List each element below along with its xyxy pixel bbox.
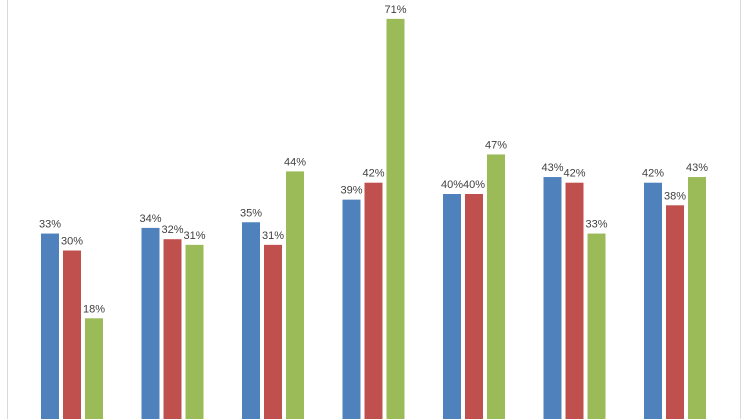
data-label-s1-g2: 34%	[139, 213, 161, 225]
bar-s2-g3	[264, 244, 282, 419]
bar-s3-g3	[286, 171, 304, 419]
data-label-s1-g6: 43%	[541, 162, 563, 174]
bar-s2-g5	[465, 194, 483, 419]
data-label-s2-g3: 31%	[262, 230, 284, 242]
data-label-s2-g6: 42%	[563, 168, 585, 180]
data-label-s1-g1: 33%	[39, 219, 61, 231]
data-label-s2-g2: 32%	[161, 224, 183, 236]
data-label-s3-g1: 18%	[83, 303, 105, 315]
data-label-s1-g5: 40%	[441, 179, 463, 191]
data-label-s1-g4: 39%	[340, 185, 362, 197]
data-label-s1-g3: 35%	[240, 207, 262, 219]
bar-s1-g4	[342, 199, 361, 419]
chart-right-border	[740, 0, 741, 419]
bar-s2-g6	[565, 182, 584, 419]
bar-s2-g1	[63, 250, 81, 419]
bar-s2-g2	[163, 239, 182, 419]
bar-s1-g5	[443, 194, 461, 419]
data-label-s1-g7: 42%	[642, 168, 664, 180]
chart-left-border	[7, 0, 8, 419]
bar-s2-g7	[666, 205, 684, 419]
bar-s3-g4	[386, 18, 405, 419]
bar-s1-g6	[543, 177, 562, 419]
bar-s3-g7	[688, 177, 706, 419]
data-label-s3-g5: 47%	[485, 139, 507, 151]
data-label-s2-g1: 30%	[61, 236, 83, 248]
bar-s3-g1	[85, 318, 103, 419]
bar-s3-g2	[185, 244, 204, 419]
data-label-s2-g7: 38%	[664, 190, 686, 202]
data-label-s2-g5: 40%	[463, 179, 485, 191]
bar-s2-g4	[364, 182, 383, 419]
data-label-s3-g6: 33%	[585, 219, 607, 231]
bar-s3-g5	[487, 154, 505, 419]
data-label-s2-g4: 42%	[362, 168, 384, 180]
bar-s1-g1	[41, 233, 59, 419]
data-label-s3-g4: 71%	[384, 4, 406, 16]
bar-s1-g2	[141, 227, 160, 419]
data-label-s3-g7: 43%	[686, 162, 708, 174]
bar-s1-g7	[644, 182, 662, 419]
bar-s1-g3	[242, 222, 260, 419]
data-label-s3-g3: 44%	[284, 156, 306, 168]
data-label-s3-g2: 31%	[183, 230, 205, 242]
bar-s3-g6	[587, 233, 606, 419]
